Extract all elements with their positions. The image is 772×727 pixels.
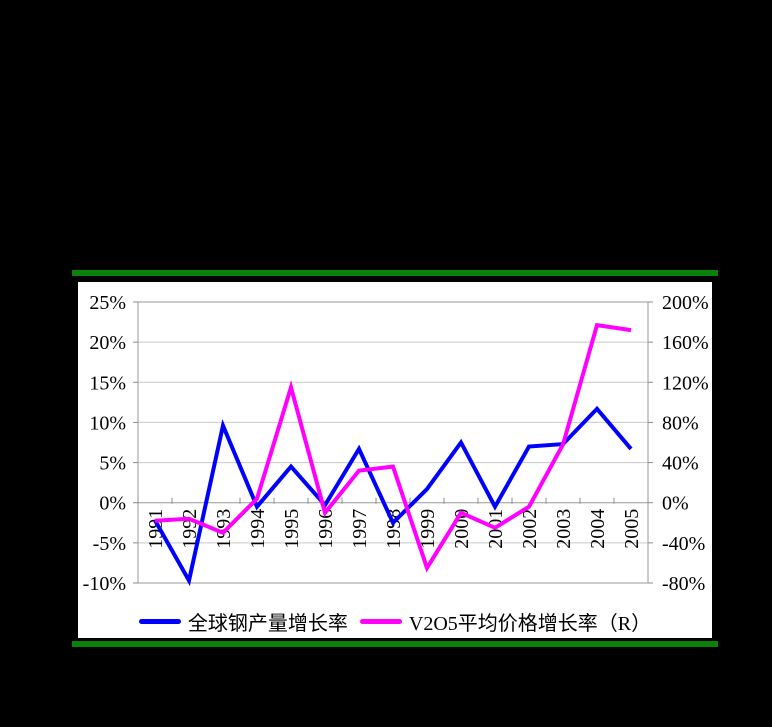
legend-label-steel-production: 全球钢产量增长率 [187, 613, 348, 635]
right-axis-tick-label: 80% [662, 412, 699, 434]
bottom-separator-line [72, 641, 718, 647]
legend-line-sample-blue [138, 619, 181, 624]
left-axis-tick-label: 10% [89, 412, 126, 434]
right-axis-tick-label: 120% [662, 372, 709, 394]
x-axis-year-label: 1997 [349, 509, 371, 549]
x-axis-year-label: 2003 [553, 509, 575, 549]
x-axis-year-label: 1991 [145, 509, 167, 549]
chart-legend: 全球钢产量增长率 V2O5平均价格增长率（R） [78, 607, 712, 636]
value-axis-ticks [133, 301, 653, 584]
right-axis-tick-label: 0% [662, 493, 689, 515]
left-axis-tick-label: 0% [99, 493, 126, 515]
right-axis-tick-label: 40% [662, 453, 699, 475]
line-chart: 25% 20% 15% 10% 5% 0% -5% -10% 200% 160% 120% 80% 40… [83, 292, 709, 595]
x-axis-year-label: 1994 [247, 509, 269, 549]
legend-line-sample-magenta [359, 619, 402, 624]
plot-border [137, 301, 649, 584]
top-separator-line [72, 270, 718, 276]
right-axis-tick-label: -40% [662, 533, 705, 555]
x-axis-labels: 1991 1992 1993 1994 1995 1996 1997 1998 1999 2000… [145, 509, 643, 549]
y-axis-labels-right: 200% 160% 120% 80% 40% 0% -40% -80% [662, 292, 709, 595]
legend-item-v2o5-price: V2O5平均价格增长率（R） [359, 607, 652, 636]
x-axis-year-label: 1996 [315, 509, 337, 549]
left-axis-tick-label: -10% [83, 573, 126, 595]
category-axis-ticks [137, 497, 649, 504]
left-axis-tick-label: -5% [93, 533, 126, 555]
left-axis-tick-label: 15% [89, 372, 126, 394]
series-line-steel-production [153, 405, 633, 587]
legend-item-steel-production: 全球钢产量增长率 [138, 607, 348, 636]
left-axis-tick-label: 5% [99, 453, 126, 475]
right-axis-tick-label: 160% [662, 332, 709, 354]
left-axis-tick-label: 20% [89, 332, 126, 354]
x-axis-year-label: 1999 [417, 509, 439, 549]
x-axis-year-label: 1993 [213, 509, 235, 549]
series-line-v2o5-price [154, 322, 632, 573]
x-axis-year-label: 2005 [621, 509, 643, 549]
x-axis-year-label: 1995 [281, 509, 303, 549]
chart-panel: 25% 20% 15% 10% 5% 0% -5% -10% 200% 160% 120% 80% 40… [78, 282, 712, 638]
x-axis-year-label: 2002 [519, 509, 541, 549]
right-axis-tick-label: 200% [662, 292, 709, 314]
y-axis-labels-left: 25% 20% 15% 10% 5% 0% -5% -10% [83, 292, 126, 595]
legend-label-v2o5-price: V2O5平均价格增长率（R） [408, 613, 652, 635]
right-axis-tick-label: -80% [662, 573, 705, 595]
x-axis-year-label: 2004 [587, 509, 609, 549]
left-axis-tick-label: 25% [89, 292, 126, 314]
